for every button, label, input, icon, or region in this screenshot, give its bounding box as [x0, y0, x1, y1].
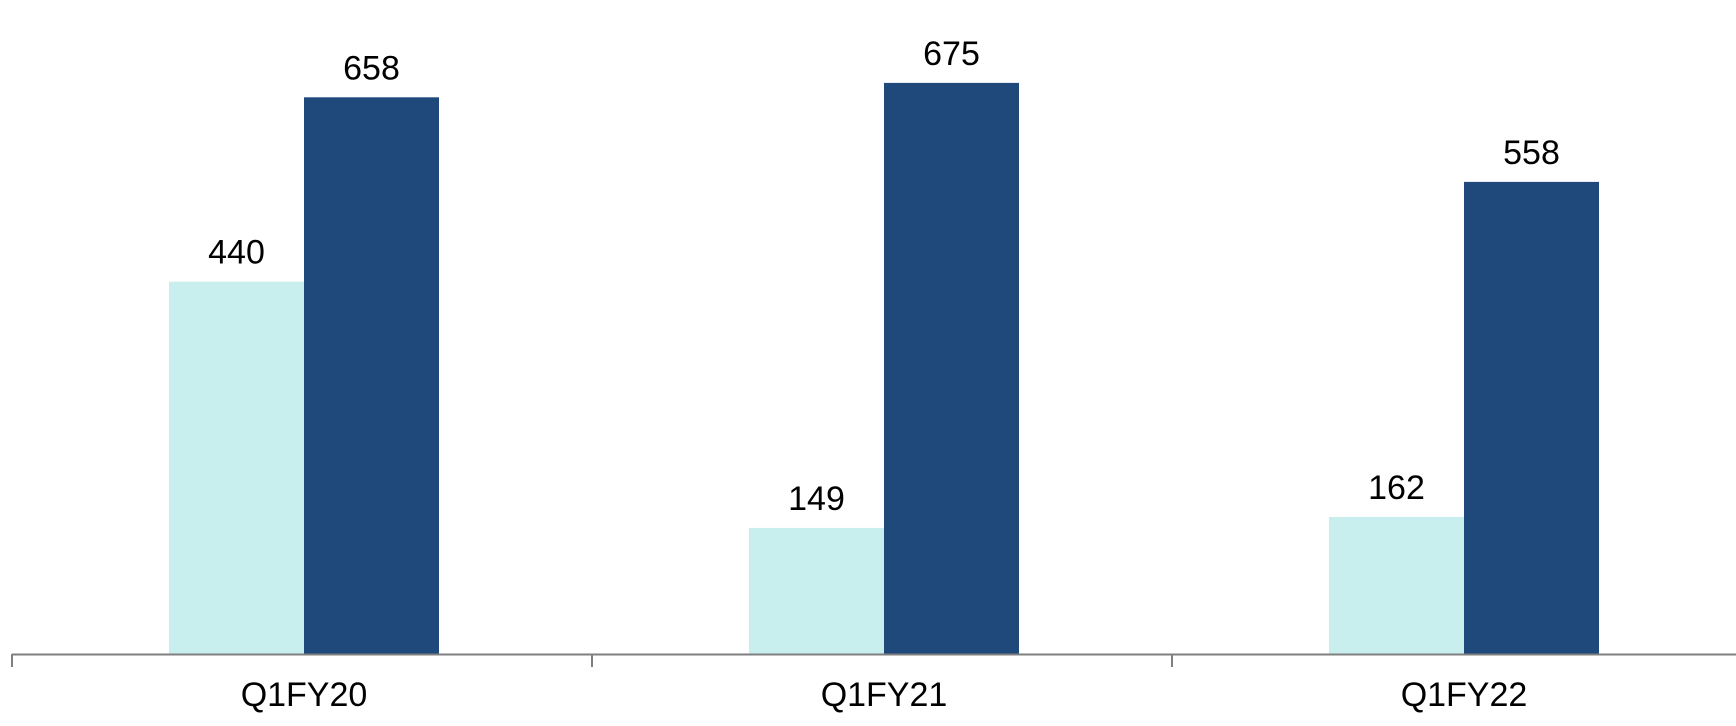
labels-layer: 440 658 Q1FY20 149 675 Q1FY21 162 558 Q1FY22 — [208, 35, 1560, 714]
bar-q1fy22-series2 — [1464, 181, 1599, 654]
bar-q1fy22-series1 — [1329, 516, 1464, 654]
bar-q1fy21-series1 — [749, 527, 884, 654]
bar-q1fy20-series1 — [169, 281, 304, 654]
x-tick-label: Q1FY21 — [821, 676, 948, 714]
data-label-q1fy22-series1: 162 — [1368, 469, 1425, 507]
data-label-q1fy21-series2: 675 — [923, 35, 980, 73]
data-label-q1fy20-series1: 440 — [208, 234, 265, 272]
bar-q1fy21-series2 — [884, 82, 1019, 654]
bars-layer — [169, 82, 1599, 655]
data-label-q1fy20-series2: 658 — [343, 49, 400, 87]
data-label-q1fy22-series2: 558 — [1503, 134, 1560, 172]
x-tick-label: Q1FY22 — [1401, 676, 1528, 714]
data-label-q1fy21-series1: 149 — [788, 480, 845, 518]
x-tick-label: Q1FY20 — [241, 676, 368, 714]
bar-q1fy20-series2 — [304, 97, 439, 655]
x-axis — [11, 653, 1736, 667]
